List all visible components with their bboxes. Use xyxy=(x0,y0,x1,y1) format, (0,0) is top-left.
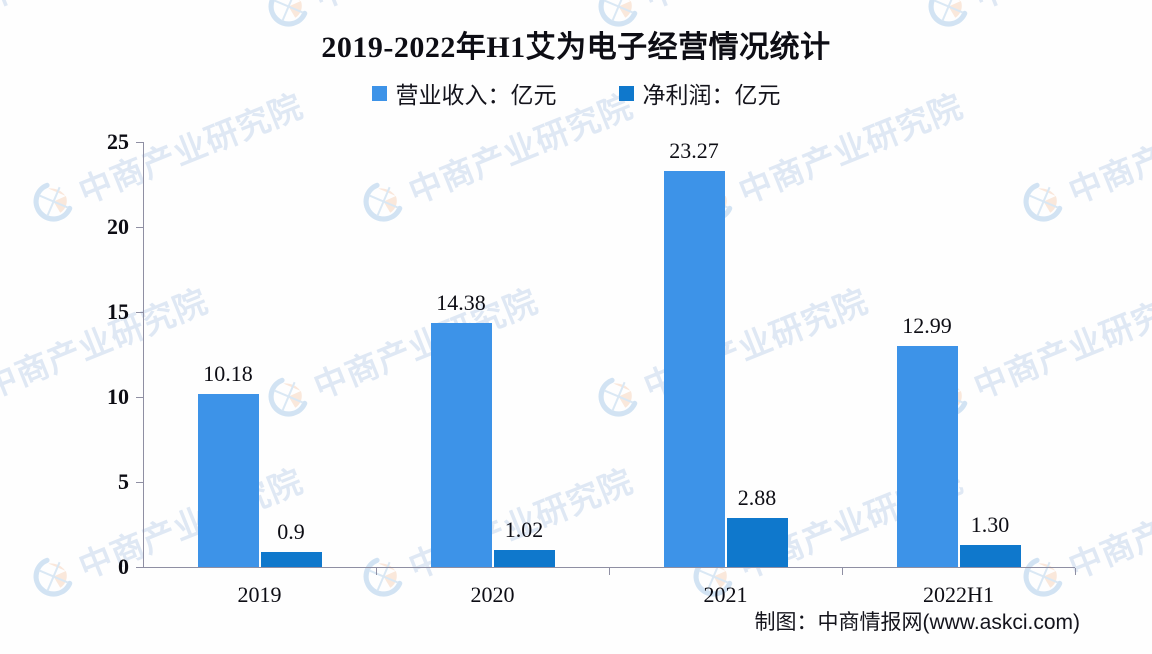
bar[interactable]: 1.30 xyxy=(959,512,1021,567)
x-category-label: 2021 xyxy=(703,582,748,607)
bar[interactable]: 2.88 xyxy=(726,485,788,567)
y-tick-label: 10 xyxy=(107,384,129,409)
bar-value-label: 0.9 xyxy=(277,518,305,544)
source-attribution: 制图：中商情报网(www.askci.com) xyxy=(754,611,1080,634)
y-tick-mark xyxy=(136,227,143,228)
y-tick-mark xyxy=(136,567,143,568)
legend-label: 营业收入：亿元 xyxy=(395,82,557,108)
x-tick-mark xyxy=(609,568,610,575)
bar-value-label: 23.27 xyxy=(669,138,719,164)
bar[interactable]: 10.18 xyxy=(197,361,259,567)
y-tick-mark xyxy=(136,482,143,483)
x-tick-mark xyxy=(376,568,377,575)
bar[interactable]: 12.99 xyxy=(896,313,958,567)
bar[interactable]: 23.27 xyxy=(663,138,725,567)
chart-title: 2019-2022年H1艾为电子经营情况统计 xyxy=(321,31,831,64)
y-tick-mark xyxy=(136,142,143,143)
chart-legend: 营业收入：亿元 净利润：亿元 xyxy=(0,76,1152,110)
y-tick-mark xyxy=(136,397,143,398)
bar[interactable]: 1.02 xyxy=(493,517,555,567)
bar-value-label: 1.30 xyxy=(970,511,1010,537)
y-tick-label: 5 xyxy=(118,469,129,494)
bar-value-label: 2.88 xyxy=(737,485,777,511)
y-tick-mark xyxy=(136,312,143,313)
legend-swatch-icon xyxy=(618,85,634,101)
x-axis-line xyxy=(143,567,1075,568)
y-tick-label: 0 xyxy=(118,554,129,579)
y-tick-label: 15 xyxy=(107,299,129,324)
legend-item[interactable]: 营业收入：亿元 xyxy=(371,76,557,110)
y-axis-line xyxy=(143,142,144,568)
x-tick-mark xyxy=(1075,568,1076,575)
x-tick-mark xyxy=(842,568,843,575)
bar[interactable]: 14.38 xyxy=(430,290,492,567)
y-tick-label: 20 xyxy=(107,214,129,239)
bar-value-label: 12.99 xyxy=(902,313,952,339)
x-category-label: 2019 xyxy=(237,582,282,607)
x-category-label: 2020 xyxy=(470,582,515,607)
bar-value-label: 10.18 xyxy=(203,360,253,386)
plot-area: 0 5 10 15 20 25 2019 10.18 0.9 2020 14.38 1.02 2021 2… xyxy=(107,129,1076,607)
bar-value-label: 1.02 xyxy=(504,516,544,542)
legend-label: 净利润：亿元 xyxy=(642,82,781,108)
bar-value-label: 14.38 xyxy=(436,289,486,315)
bar[interactable]: 0.9 xyxy=(260,519,322,567)
legend-swatch-icon xyxy=(371,85,387,101)
y-tick-label: 25 xyxy=(107,129,129,154)
x-category-label: 2022H1 xyxy=(923,582,994,607)
legend-item[interactable]: 净利润：亿元 xyxy=(618,76,781,110)
